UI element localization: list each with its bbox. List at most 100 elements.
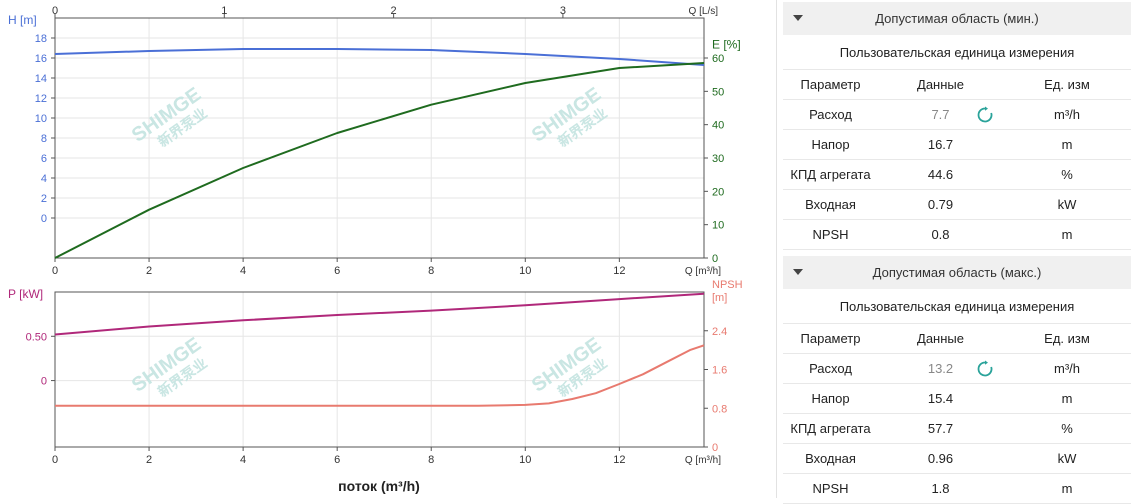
param-unit: m [1003,219,1131,250]
refresh-icon[interactable] [976,360,994,378]
x-axis-label: Q [m³/h] [685,266,721,277]
series-line-0-1 [54,62,705,259]
x2-tick-label: 1 [221,5,227,17]
y-tick-label: 14 [35,73,47,85]
x-tick-label: 6 [334,265,340,277]
panel-max-title: Допустимая область (макс.) [872,265,1042,280]
param-name: NPSH [783,473,878,504]
x-tick-label: 8 [428,454,434,466]
caret-down-icon[interactable] [793,15,803,21]
table-header-row: Параметр Данные Ед. изм [783,69,1131,100]
param-name: NPSH [783,219,878,250]
x-tick-label: 12 [613,454,625,466]
x-tick-label: 8 [428,265,434,277]
y2-axis-label: E [%] [712,38,741,52]
param-name: КПД агрегата [783,413,878,444]
y2-tick-label: 2.4 [712,326,727,338]
param-name: Расход [783,353,878,384]
param-value: 0.96 [878,443,1003,474]
y-tick-label: 4 [41,173,47,185]
y-tick-label: 12 [35,93,47,105]
param-value: 15.4 [878,383,1003,414]
table-row: Расход 7.7 m³/h [783,99,1131,130]
y2-axis-label: NPSH [712,279,743,291]
y-tick-label: 0 [41,376,47,388]
table-row: Входная 0.79 kW [783,189,1131,220]
x-tick-label: 10 [519,265,531,277]
param-name: КПД агрегата [783,159,878,190]
param-value: 0.79 [878,189,1003,220]
x2-tick-label: 3 [560,5,566,17]
y2-tick-label: 0.8 [712,403,727,415]
header-unit: Ед. изм [1003,323,1131,354]
table-row: NPSH 1.8 m [783,473,1131,504]
flow-axis-title: поток (m³/h) [338,478,420,494]
y2-tick-label: 0 [712,442,718,454]
header-param: Параметр [783,323,878,354]
param-unit: m [1003,129,1131,160]
table-row: Входная 0.96 kW [783,443,1131,474]
param-value: 7.7 [931,107,950,122]
y2-tick-label: 1.6 [712,365,727,377]
refresh-icon[interactable] [976,106,994,124]
x-tick-label: 6 [334,454,340,466]
param-unit: m³/h [1003,353,1131,384]
x-tick-label: 0 [52,454,58,466]
x-tick-label: 0 [52,265,58,277]
param-unit: m³/h [1003,99,1131,130]
y2-tick-label: 20 [712,186,724,198]
header-data: Данные [878,69,1003,100]
series-line-0-0 [54,48,705,66]
param-unit: % [1003,413,1131,444]
param-name: Расход [783,99,878,130]
y-tick-label: 0.50 [26,331,47,343]
y2-tick-label: 40 [712,120,724,132]
param-unit: kW [1003,189,1131,220]
x-tick-label: 2 [146,454,152,466]
panel-max-unit-label: Пользовательская единица измерения [839,298,1075,314]
x-tick-label: 10 [519,454,531,466]
y2-tick-label: 60 [712,53,724,65]
param-value: 13.2 [927,361,954,376]
param-value-cell: 7.7 [878,99,1003,130]
y-tick-label: 6 [41,153,47,165]
series-line-1-0 [54,292,705,336]
y2-tick-label: 0 [712,253,718,265]
x2-axis-label: Q [L/s] [689,6,719,17]
param-value: 57.7 [878,413,1003,444]
x-tick-label: 4 [240,265,246,277]
panel-min-header[interactable]: Допустимая область (мин.) [783,2,1131,35]
y2-tick-label: 30 [712,153,724,165]
series-line-1-1 [55,344,705,407]
param-value-cell: 13.2 [878,353,1003,384]
table-row: NPSH 0.8 m [783,219,1131,250]
y-tick-label: 18 [35,33,47,45]
param-unit: % [1003,159,1131,190]
table-row: КПД агрегата 57.7 % [783,413,1131,444]
header-param: Параметр [783,69,878,100]
table-header-row: Параметр Данные Ед. изм [783,323,1131,354]
y-tick-label: 16 [35,53,47,65]
table-row: КПД агрегата 44.6 % [783,159,1131,190]
y-tick-label: 8 [41,133,47,145]
x2-tick-label: 0 [52,5,58,17]
y-tick-label: 10 [35,113,47,125]
table-row: Напор 15.4 m [783,383,1131,414]
table-row: Напор 16.7 m [783,129,1131,160]
y2-axis-unit: [m] [712,292,727,304]
param-unit: m [1003,473,1131,504]
y-axis-label: H [m] [8,13,37,27]
panel-min-unit-label: Пользовательская единица измерения [839,44,1075,60]
param-name: Напор [783,383,878,414]
x-tick-label: 2 [146,265,152,277]
divider [776,0,777,498]
panel-max-header[interactable]: Допустимая область (макс.) [783,256,1131,289]
y2-tick-label: 10 [712,220,724,232]
caret-down-icon[interactable] [793,269,803,275]
param-name: Входная [783,443,878,474]
y-axis-label: P [kW] [8,287,43,301]
